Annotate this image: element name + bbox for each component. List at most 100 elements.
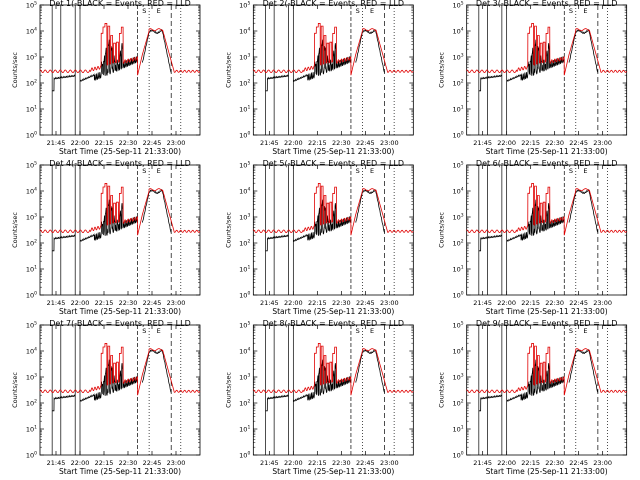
end-marker: E [583, 167, 587, 175]
series-lld-red [39, 23, 201, 76]
y-tick-label: 102 [26, 239, 37, 248]
end-marker: E [157, 327, 161, 335]
x-tick-label: 21:45 [47, 139, 66, 147]
series-events-black [478, 188, 599, 252]
x-tick-label: 22:00 [497, 139, 516, 147]
chart-title: Det 4(-BLACK = Events, RED = LLD [49, 159, 190, 168]
chart-title: Det 9(-BLACK = Events, RED = LLD [476, 319, 617, 328]
series-events-black [52, 188, 172, 252]
y-tick-label: 104 [239, 27, 250, 36]
y-tick-label: 105 [239, 161, 250, 170]
series-events-black [478, 348, 599, 412]
series-events-black [52, 348, 172, 412]
x-tick-label: 22:00 [497, 459, 516, 467]
chart-panel-det-7: 100 101 102 103 104 105 21:45 22:00 22:15 22:30 22… [11, 319, 201, 476]
x-tick-label: 21:45 [260, 299, 279, 307]
end-marker: E [370, 7, 374, 15]
end-marker: E [583, 327, 587, 335]
chart-title: Det 6(-BLACK = Events, RED = LLD [476, 159, 617, 168]
y-tick-label: 100 [239, 451, 250, 460]
y-tick-label: 104 [26, 27, 37, 36]
series-events-black [478, 28, 599, 92]
series-events-black [265, 28, 385, 92]
x-axis-label: Start Time (25-Sep-11 21:33:00) [59, 147, 181, 156]
chart-panel-det-5: 100 101 102 103 104 105 21:45 22:00 22:15 22:30 22… [224, 159, 414, 316]
end-marker: E [370, 167, 374, 175]
y-tick-label: 105 [26, 321, 37, 330]
series-events-black [265, 348, 385, 412]
start-marker: S [569, 167, 573, 175]
x-tick-label: 22:00 [71, 299, 90, 307]
y-axis-label: Counts/sec [438, 52, 446, 88]
start-marker: S [356, 7, 360, 15]
series-lld-red [466, 183, 627, 236]
x-tick-label: 22:15 [95, 459, 114, 467]
y-tick-label: 103 [453, 53, 464, 62]
y-tick-label: 103 [26, 213, 37, 222]
series-events-black [52, 28, 172, 92]
x-tick-label: 22:45 [356, 459, 375, 467]
y-tick-label: 103 [239, 213, 250, 222]
y-tick-label: 102 [26, 79, 37, 88]
x-tick-label: 23:00 [167, 459, 186, 467]
end-marker: E [157, 167, 161, 175]
y-tick-label: 104 [453, 27, 464, 36]
y-tick-label: 103 [453, 213, 464, 222]
y-axis-label: Counts/sec [11, 372, 19, 408]
series-lld-red [252, 183, 414, 236]
start-marker: S [142, 167, 146, 175]
chart-panel-det-3: 100 101 102 103 104 105 21:45 22:00 22:15 22:30 22… [438, 0, 628, 156]
end-marker: E [583, 7, 587, 15]
x-tick-label: 22:45 [569, 459, 588, 467]
y-tick-label: 103 [239, 53, 250, 62]
x-tick-label: 21:45 [473, 459, 492, 467]
x-tick-label: 22:45 [143, 299, 162, 307]
x-tick-label: 21:45 [260, 139, 279, 147]
y-axis-label: Counts/sec [224, 372, 232, 408]
start-marker: S [569, 7, 573, 15]
chart-panel-det-2: 100 101 102 103 104 105 21:45 22:00 22:15 22:30 22… [224, 0, 414, 156]
x-tick-label: 23:00 [167, 139, 186, 147]
x-axis-label: Start Time (25-Sep-11 21:33:00) [272, 147, 394, 156]
x-tick-label: 21:45 [473, 299, 492, 307]
x-tick-label: 22:45 [356, 299, 375, 307]
series-lld-red [252, 343, 414, 396]
y-tick-label: 102 [239, 239, 250, 248]
x-tick-label: 22:45 [143, 459, 162, 467]
chart-title: Det 7(-BLACK = Events, RED = LLD [49, 319, 190, 328]
y-tick-label: 100 [453, 131, 464, 140]
x-tick-label: 22:45 [143, 139, 162, 147]
chart-panel-det-1: 100 101 102 103 104 105 21:45 22:00 22:15 22:30 22… [11, 0, 201, 156]
y-tick-label: 102 [453, 79, 464, 88]
x-tick-label: 22:00 [284, 139, 303, 147]
x-tick-label: 22:15 [95, 139, 114, 147]
y-tick-label: 102 [453, 239, 464, 248]
y-tick-label: 101 [26, 105, 37, 114]
x-tick-label: 22:00 [284, 299, 303, 307]
y-axis-label: Counts/sec [11, 52, 19, 88]
x-tick-label: 22:45 [569, 299, 588, 307]
y-tick-label: 105 [239, 321, 250, 330]
start-marker: S [356, 167, 360, 175]
y-tick-label: 100 [239, 131, 250, 140]
x-axis-label: Start Time (25-Sep-11 21:33:00) [486, 467, 608, 476]
x-tick-label: 22:45 [569, 139, 588, 147]
y-tick-label: 100 [26, 291, 37, 300]
y-tick-label: 101 [26, 265, 37, 274]
y-tick-label: 105 [26, 1, 37, 10]
y-tick-label: 105 [26, 161, 37, 170]
x-tick-label: 22:00 [284, 459, 303, 467]
chart-title: Det 2(-BLACK = Events, RED = LLD [263, 0, 404, 8]
x-tick-label: 22:15 [308, 459, 327, 467]
y-tick-label: 100 [26, 131, 37, 140]
x-tick-label: 21:45 [260, 459, 279, 467]
y-tick-label: 101 [453, 105, 464, 114]
start-marker: S [142, 7, 146, 15]
x-tick-label: 22:45 [356, 139, 375, 147]
y-axis-label: Counts/sec [438, 372, 446, 408]
x-tick-label: 23:00 [593, 139, 612, 147]
x-tick-label: 22:30 [119, 139, 138, 147]
end-marker: E [157, 7, 161, 15]
y-tick-label: 101 [239, 105, 250, 114]
